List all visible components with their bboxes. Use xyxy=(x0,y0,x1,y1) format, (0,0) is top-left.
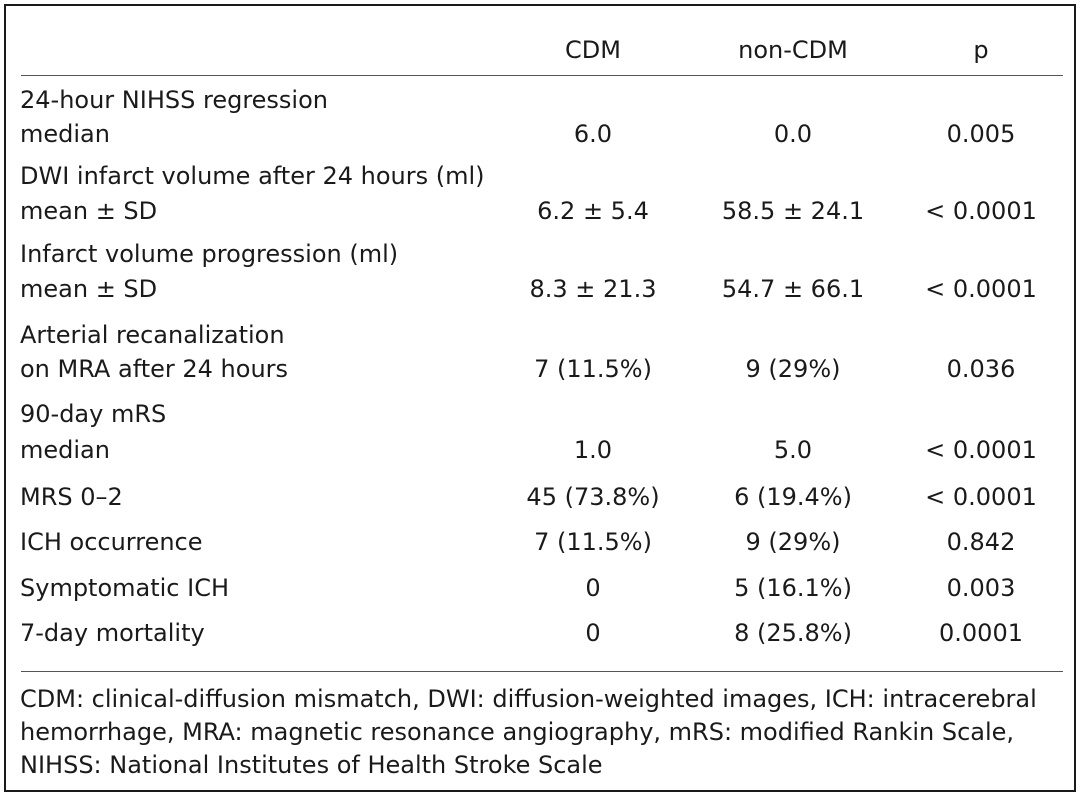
row-sublabel: median xyxy=(20,120,110,148)
table-footnote: CDM: clinical-diffusion mismatch, DWI: d… xyxy=(20,683,1060,782)
cell-cdm: 8.3 ± 21.3 xyxy=(529,275,657,303)
table-frame: CDM non-CDM p 24-hour NIHSS regression m… xyxy=(4,4,1076,792)
footnote-line: CDM: clinical-diffusion mismatch, DWI: d… xyxy=(20,685,1037,713)
row-label: 24-hour NIHSS regression xyxy=(20,86,328,114)
cell-cdm: 45 (73.8%) xyxy=(526,483,660,511)
cell-cdm: 0 xyxy=(585,574,601,602)
cell-cdm: 1.0 xyxy=(573,436,613,464)
cell-p: 0.036 xyxy=(946,355,1016,383)
row-label: 90-day mRS xyxy=(20,400,167,428)
cell-p: 0.842 xyxy=(946,528,1016,556)
cell-p: < 0.0001 xyxy=(925,197,1037,225)
column-header-p: p xyxy=(973,36,989,64)
cell-cdm: 7 (11.5%) xyxy=(534,528,652,556)
column-header-non-cdm: non-CDM xyxy=(738,36,848,64)
cell-non-cdm: 5 (16.1%) xyxy=(734,574,852,602)
header-divider xyxy=(21,75,1063,76)
footer-divider xyxy=(21,671,1063,672)
cell-non-cdm: 5.0 xyxy=(773,436,813,464)
cell-p: 0.0001 xyxy=(939,619,1023,647)
cell-cdm: 6.0 xyxy=(573,120,613,148)
row-label: MRS 0–2 xyxy=(20,483,123,511)
row-label: DWI infarct volume after 24 hours (ml) xyxy=(20,162,485,190)
cell-p: 0.005 xyxy=(946,120,1016,148)
cell-cdm: 6.2 ± 5.4 xyxy=(537,197,649,225)
row-label: Symptomatic ICH xyxy=(20,574,230,602)
cell-non-cdm: 8 (25.8%) xyxy=(734,619,852,647)
cell-p: < 0.0001 xyxy=(925,436,1037,464)
cell-non-cdm: 54.7 ± 66.1 xyxy=(721,275,865,303)
cell-p: < 0.0001 xyxy=(925,275,1037,303)
row-sublabel: on MRA after 24 hours xyxy=(20,355,289,383)
cell-non-cdm: 58.5 ± 24.1 xyxy=(721,197,865,225)
row-label: Arterial recanalization xyxy=(20,321,285,349)
cell-non-cdm: 9 (29%) xyxy=(745,528,841,556)
row-label: ICH occurrence xyxy=(20,528,203,556)
cell-non-cdm: 0.0 xyxy=(773,120,813,148)
row-label: 7-day mortality xyxy=(20,619,205,647)
cell-p: 0.003 xyxy=(946,574,1016,602)
row-sublabel: median xyxy=(20,436,110,464)
column-header-cdm: CDM xyxy=(565,36,621,64)
cell-p: < 0.0001 xyxy=(925,483,1037,511)
footnote-line: hemorrhage, MRA: magnetic resonance angi… xyxy=(20,718,1015,746)
row-label: Infarct volume progression (ml) xyxy=(20,240,399,268)
cell-non-cdm: 9 (29%) xyxy=(745,355,841,383)
cell-cdm: 7 (11.5%) xyxy=(534,355,652,383)
cell-cdm: 0 xyxy=(585,619,601,647)
row-sublabel: mean ± SD xyxy=(20,275,158,303)
footnote-line: NIHSS: National Institutes of Health Str… xyxy=(20,751,603,779)
cell-non-cdm: 6 (19.4%) xyxy=(734,483,852,511)
row-sublabel: mean ± SD xyxy=(20,197,158,225)
